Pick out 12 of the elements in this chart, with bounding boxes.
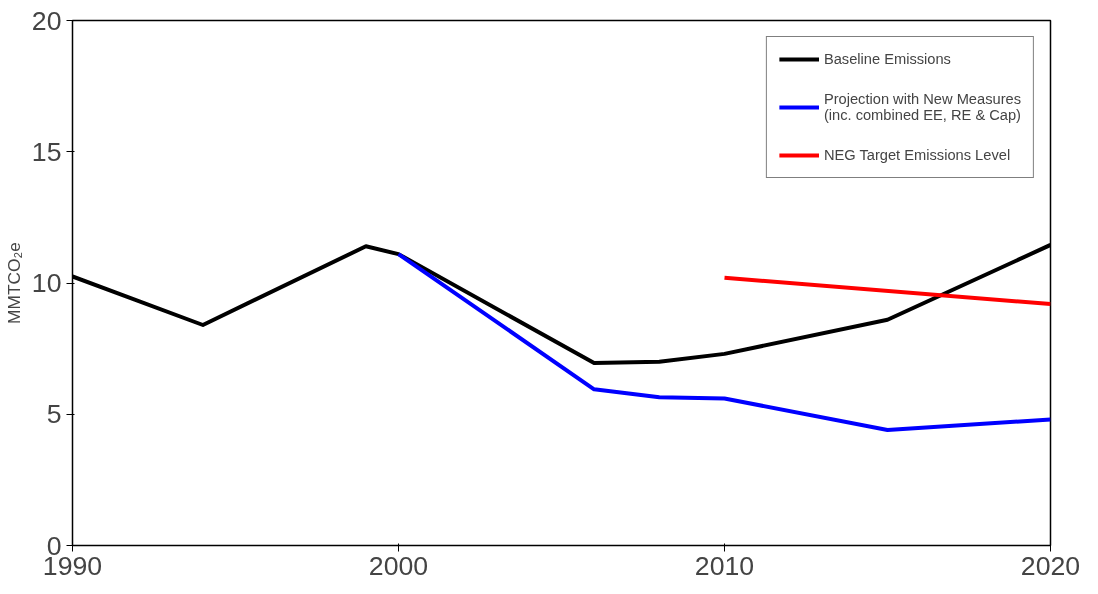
legend-label: NEG Target Emissions Level: [823, 147, 1011, 163]
y-tick-label: 5: [46, 399, 62, 430]
y-tick-label: 10: [31, 268, 62, 298]
y-axis-title: MMTCO₂e: [3, 242, 24, 324]
x-tick-label: 2020: [1020, 550, 1081, 581]
legend-label: Baseline Emissions: [823, 51, 951, 67]
legend-label: Projection with New Measures (inc. combined EE, RE & Cap): [823, 91, 1021, 123]
y-tick-label: 20: [31, 5, 62, 36]
x-tick-label: 2010: [694, 550, 755, 581]
y-tick-label: 15: [31, 136, 62, 167]
x-tick-label: 2000: [368, 550, 429, 581]
line-series: [396, 252, 1051, 432]
